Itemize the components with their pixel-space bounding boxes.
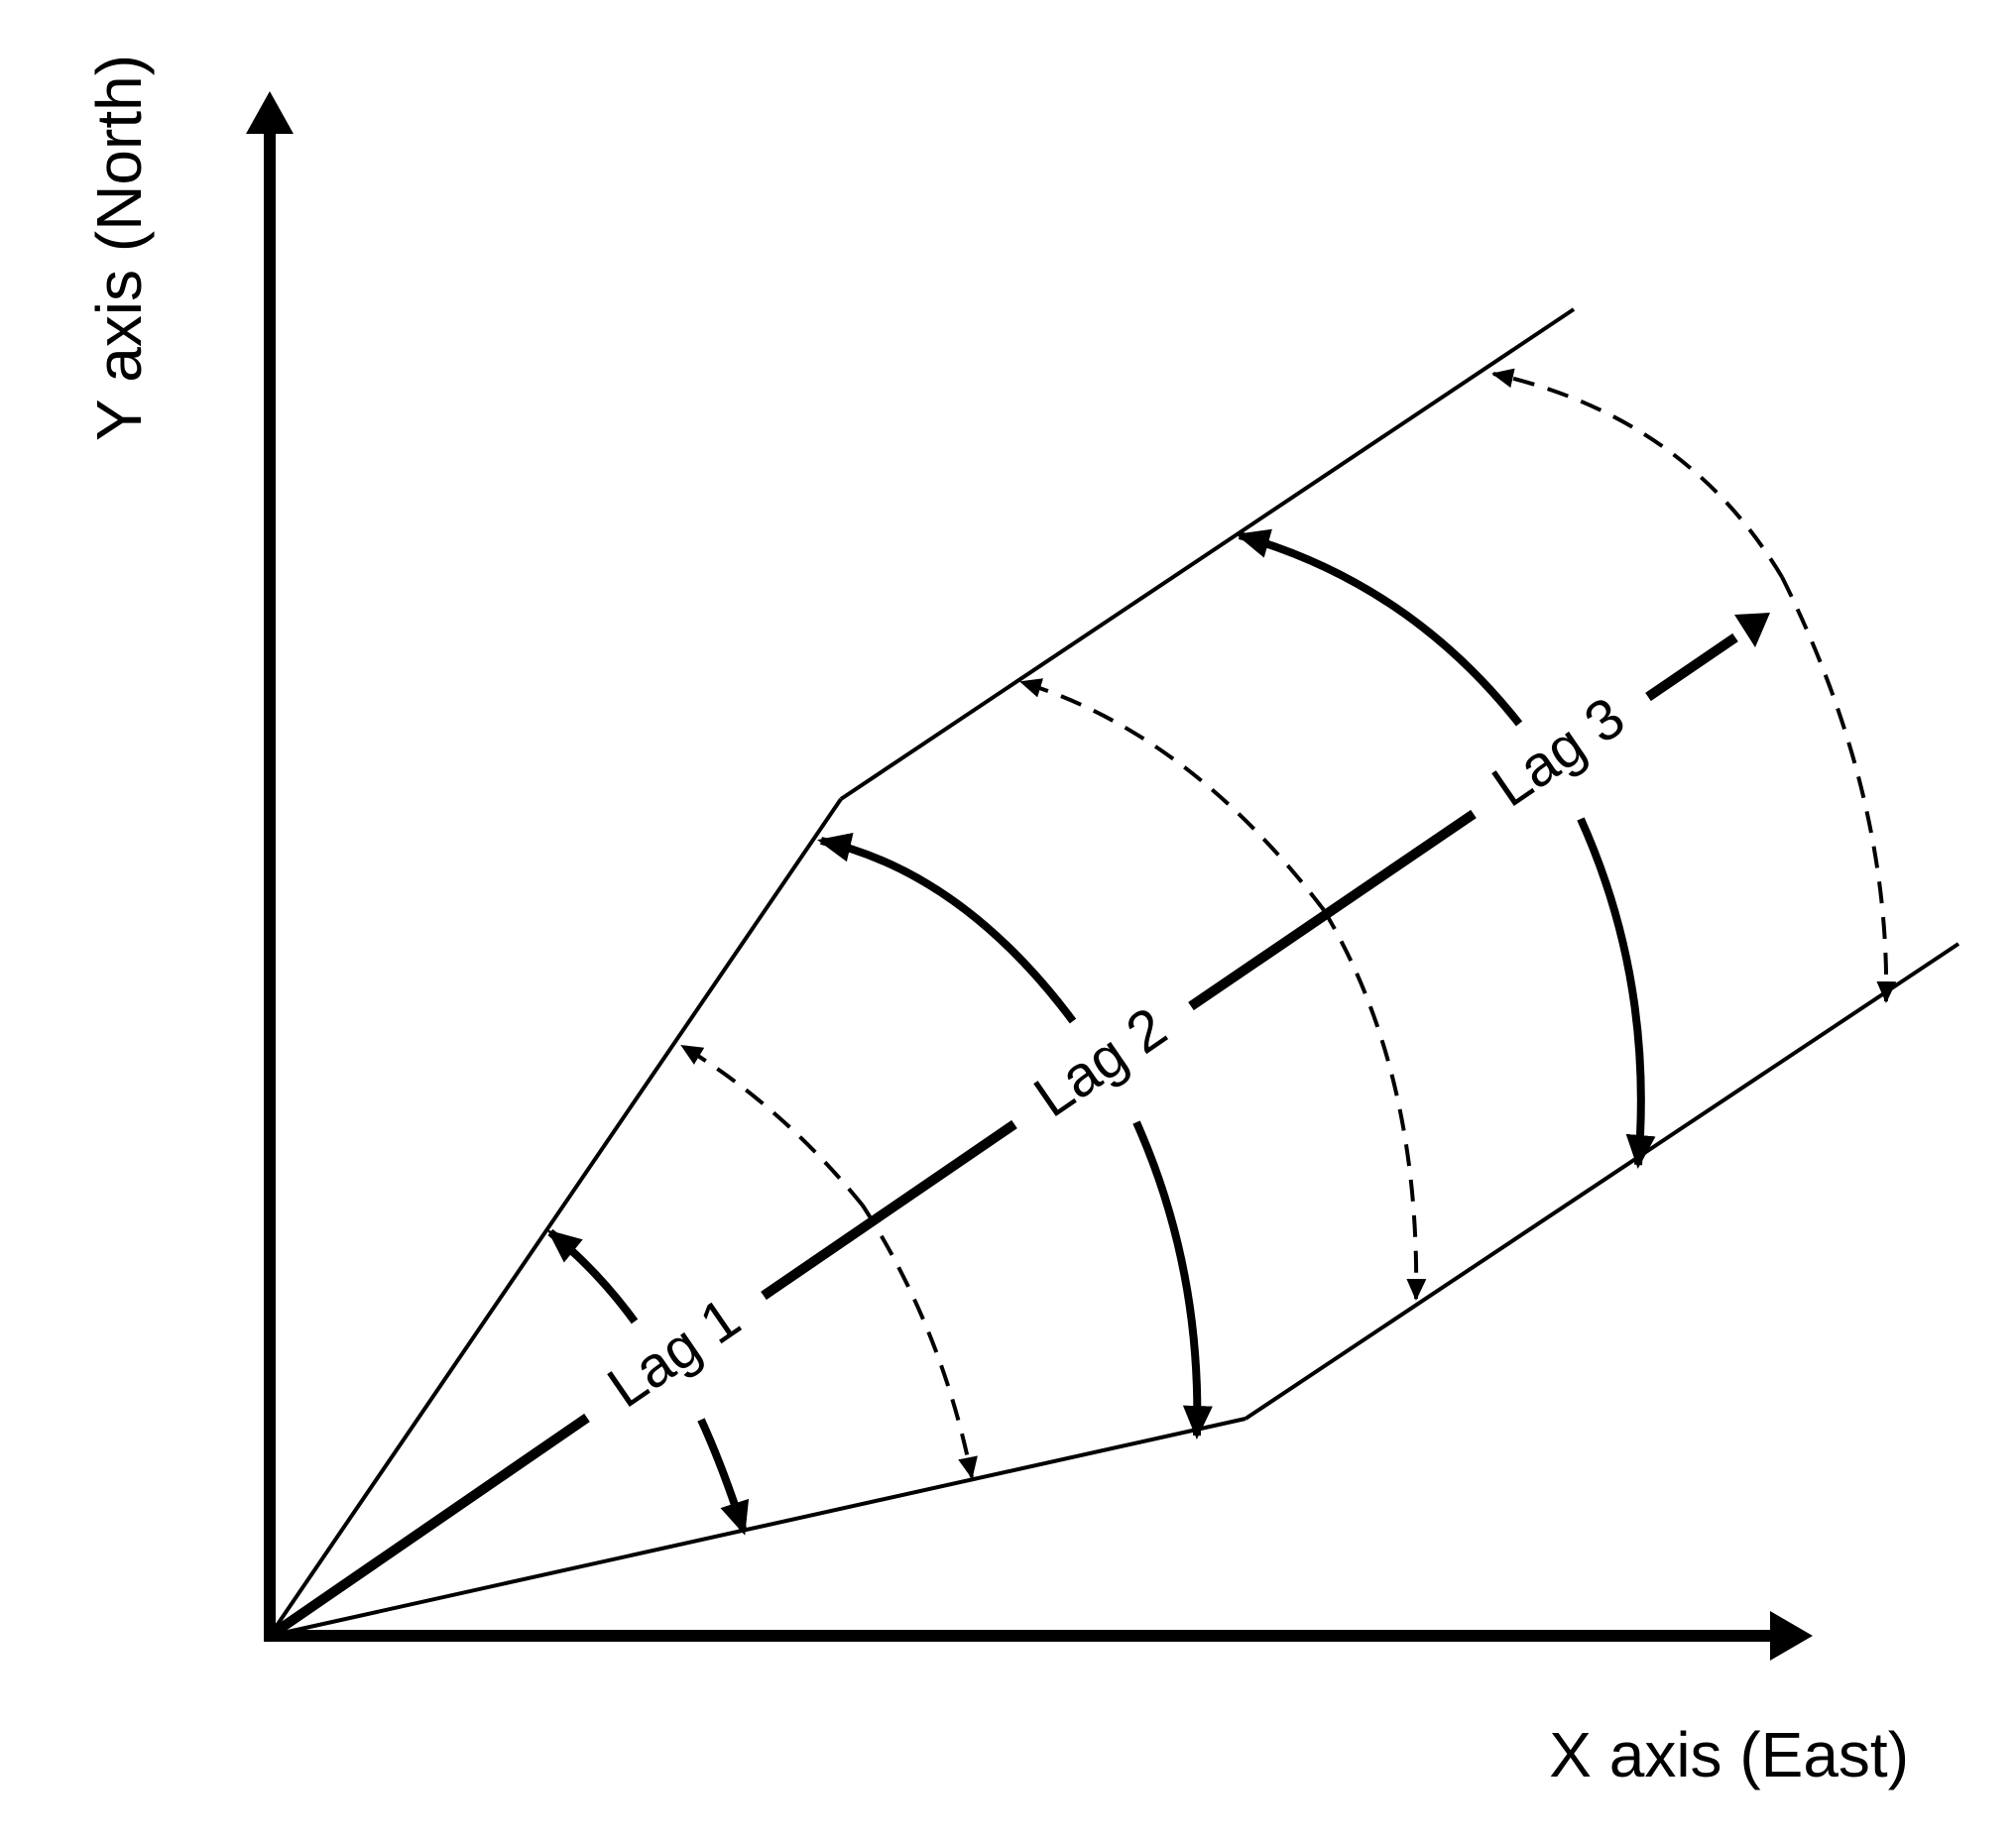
- lag-2-label: Lag 2: [1022, 995, 1177, 1130]
- y-axis-label: Y axis (North): [83, 54, 155, 442]
- y-axis: [246, 91, 294, 1636]
- lag-3-arc-solid: [1236, 528, 1656, 1169]
- lag-1-arc-dashed: [680, 1044, 978, 1479]
- lag-2-arc-solid: [817, 832, 1213, 1439]
- direction-arrow-icon: [1734, 613, 1770, 647]
- lag-1-arc-solid: [546, 1228, 750, 1536]
- direction-line: [267, 613, 1770, 1641]
- lag-3-arc-dashed: [1491, 368, 1897, 1003]
- x-axis: [264, 1611, 1813, 1661]
- x-axis-label: X axis (East): [1549, 1719, 1909, 1790]
- tolerance-boundary-upper: [268, 307, 1576, 1638]
- tolerance-boundary-lower: [269, 942, 1960, 1638]
- lag-2-arc-dashed: [1019, 678, 1427, 1301]
